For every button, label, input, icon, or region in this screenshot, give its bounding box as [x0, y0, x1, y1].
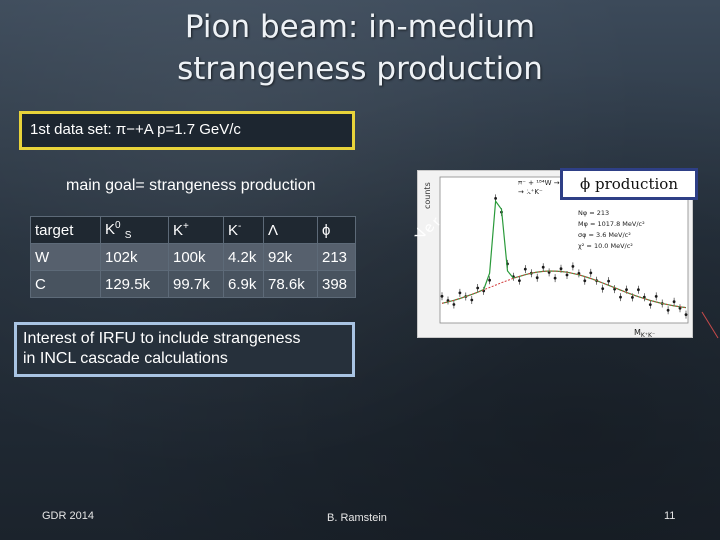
- statistics-table: target K0 S K+ K- Λ ϕ W 102k 100k 4.2k 9…: [30, 216, 356, 298]
- cell-kminus: 6.9k: [223, 270, 264, 298]
- cell-target: W: [30, 243, 101, 271]
- header-kminus: K-: [223, 216, 264, 244]
- cell-phi: 398: [317, 270, 356, 298]
- header-target: target: [30, 216, 101, 244]
- plot-sub-reaction: → K⁺K⁻: [518, 188, 543, 196]
- cell-k0s: 129.5k: [100, 270, 169, 298]
- plot-stat: Mφ = 1017.8 MeV/c²: [578, 220, 645, 228]
- histogram-points: [440, 194, 688, 319]
- plot-stat: σφ = 3.6 MeV/c²: [578, 231, 631, 239]
- header-lambda: Λ: [263, 216, 318, 244]
- cell-lambda: 78.6k: [263, 270, 318, 298]
- page-number: 11: [664, 510, 676, 522]
- slide-title: Pion beam: in-medium strangeness product…: [0, 6, 720, 90]
- dataset-text: 1st data set: π−+A p=1.7 GeV/c: [30, 121, 241, 138]
- table-row: W 102k 100k 4.2k 92k 213: [30, 243, 356, 271]
- cell-kminus: 4.2k: [223, 243, 264, 271]
- plot-stat: Nφ = 213: [578, 209, 609, 217]
- table-header-row: target K0 S K+ K- Λ ϕ: [30, 216, 356, 244]
- cell-target: C: [30, 270, 101, 298]
- goal-text: main goal= strangeness production: [66, 177, 316, 194]
- title-line-2: strangeness production: [177, 51, 543, 87]
- footer-left: GDR 2014: [42, 510, 94, 522]
- decorative-line: [701, 311, 719, 339]
- footer-center: B. Ramstein: [327, 512, 387, 524]
- title-line-1: Pion beam: in-medium: [184, 9, 536, 45]
- header-phi: ϕ: [317, 216, 356, 244]
- table-row: C 129.5k 99.7k 6.9k 78.6k 398: [30, 270, 356, 298]
- interest-line-2: in INCL cascade calculations: [23, 350, 228, 367]
- cell-k0s: 102k: [100, 243, 169, 271]
- dataset-box: 1st data set: π−+A p=1.7 GeV/c: [19, 111, 355, 150]
- interest-line-1: Interest of IRFU to include strangeness: [23, 330, 301, 347]
- interest-box: Interest of IRFU to include strangeness …: [14, 322, 355, 377]
- watermark-letter: i: [481, 183, 489, 201]
- plot-xlabel: MK⁺K⁻: [634, 328, 655, 339]
- header-k0s: K0 S: [100, 216, 169, 244]
- cell-phi: 213: [317, 243, 356, 271]
- plot-stat: χ² = 10.0 MeV/c²: [578, 242, 633, 250]
- cell-lambda: 92k: [263, 243, 318, 271]
- cell-kplus: 100k: [168, 243, 224, 271]
- watermark-letter: i: [498, 179, 502, 195]
- header-kplus: K+: [168, 216, 224, 244]
- background-curve: [441, 270, 687, 309]
- phi-production-label: ϕ production: [560, 168, 698, 200]
- cell-kplus: 99.7k: [168, 270, 224, 298]
- plot-reaction: π⁻ + ¹⁸⁴W → Φ + X: [518, 179, 583, 187]
- plot-ylabel: counts: [423, 182, 432, 209]
